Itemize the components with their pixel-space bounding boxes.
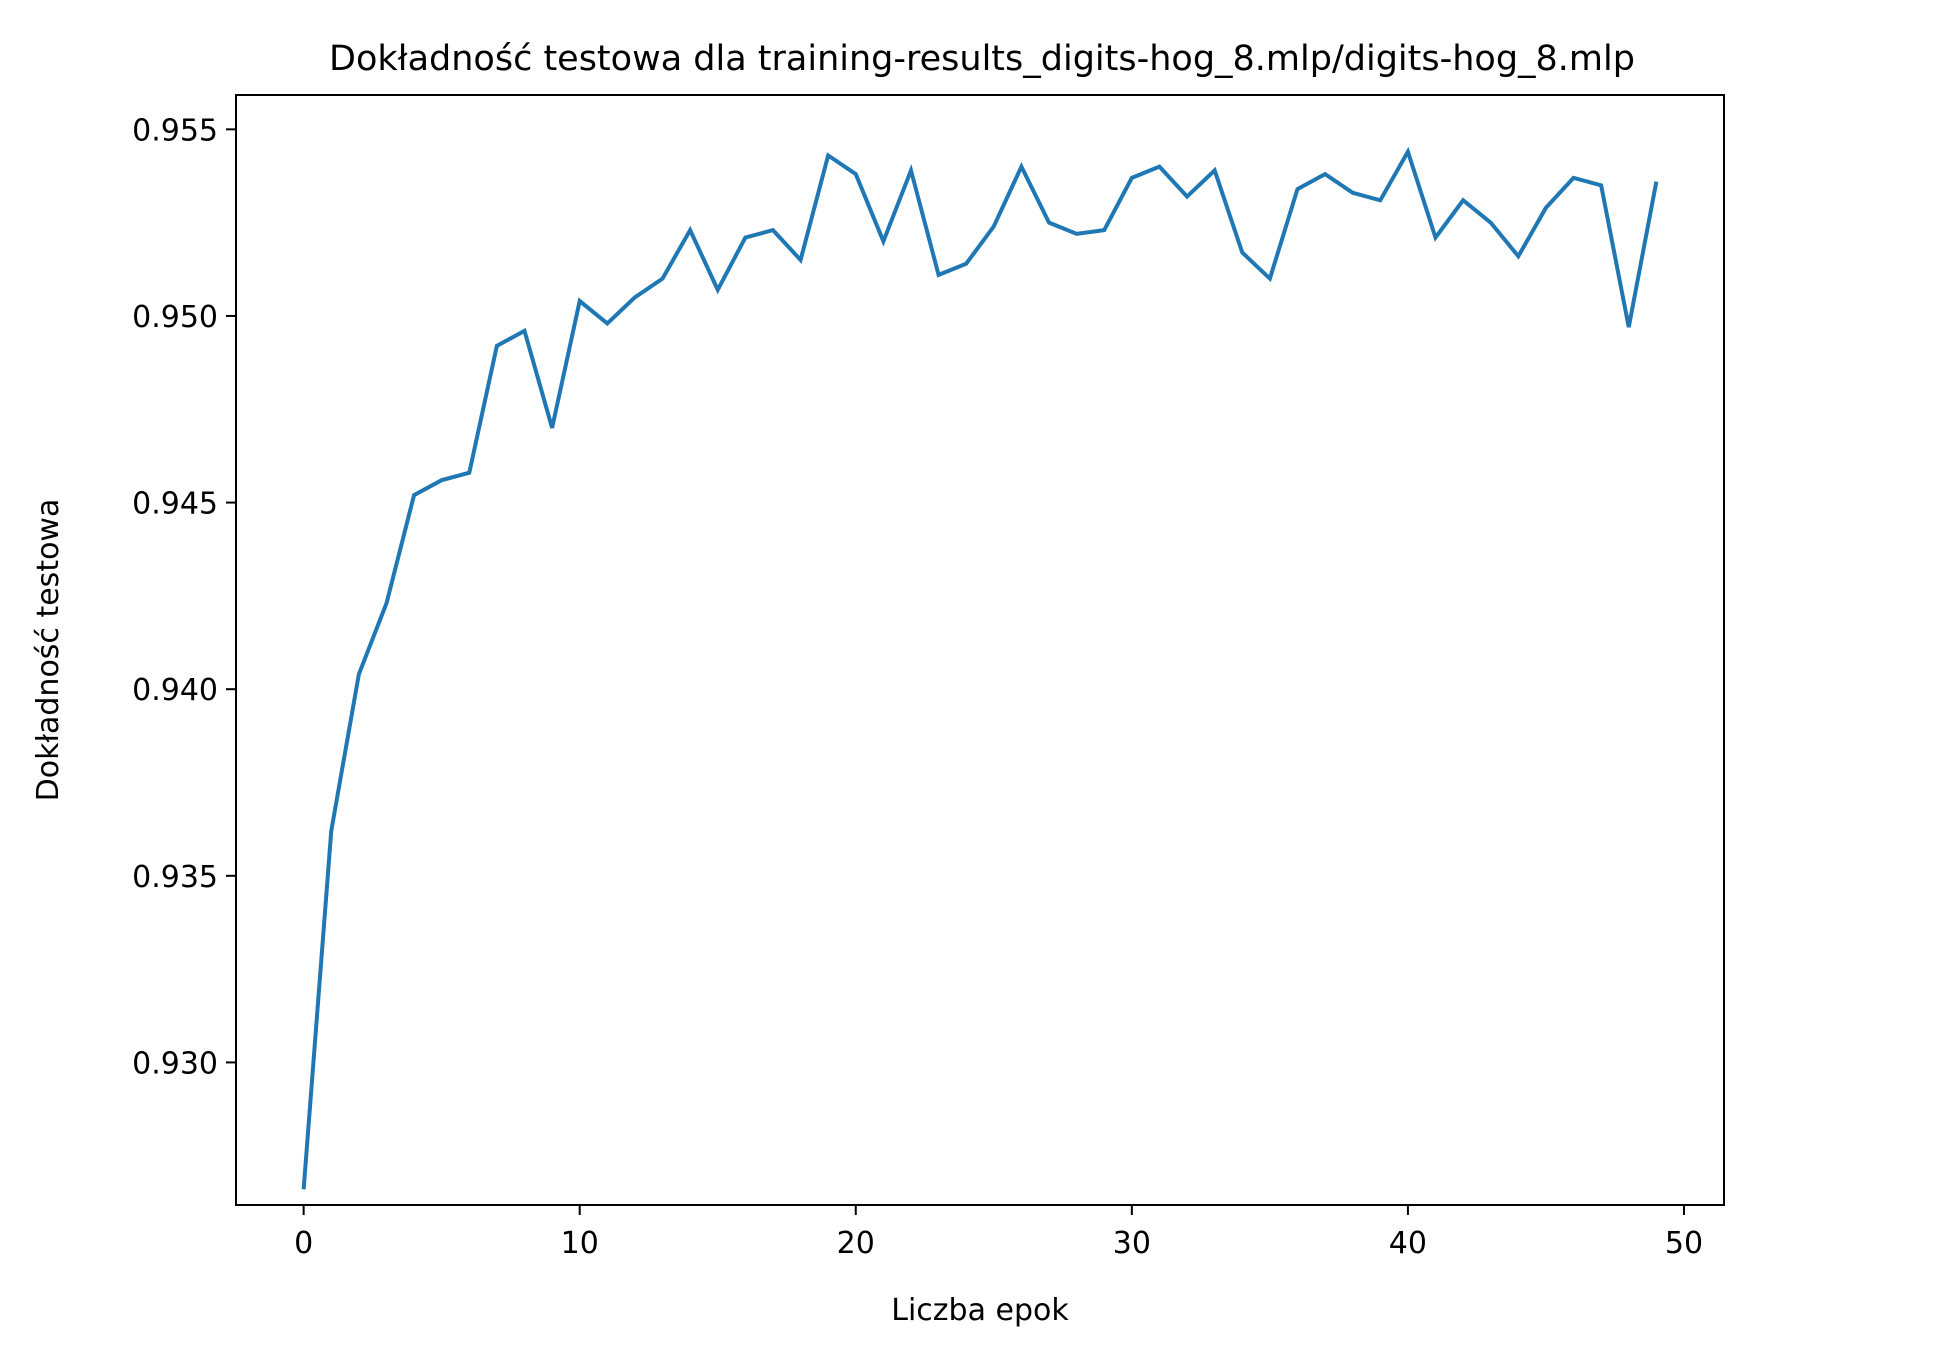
series-line <box>301 146 1659 1190</box>
plot-frame <box>235 94 1725 1206</box>
y-tick-label: 0.950 <box>132 300 218 335</box>
x-tick-label: 40 <box>1389 1226 1427 1261</box>
y-axis-label: Dokładność testowa <box>31 499 66 802</box>
y-tick-label: 0.935 <box>132 860 218 895</box>
x-tick-label: 10 <box>561 1226 599 1261</box>
x-tick-label: 50 <box>1665 1226 1703 1261</box>
x-tick-label: 0 <box>294 1226 313 1261</box>
x-axis-label: Liczba epok <box>891 1293 1069 1328</box>
x-tick-label: 20 <box>837 1226 875 1261</box>
chart-title: Dokładność testowa dla training-results_… <box>329 39 1635 79</box>
y-tick-label: 0.945 <box>132 487 218 522</box>
y-tick-label: 0.930 <box>132 1046 218 1081</box>
y-tick-label: 0.955 <box>132 113 218 148</box>
y-tick-label: 0.940 <box>132 673 218 708</box>
plot-area <box>301 146 1659 1190</box>
x-axis: 0 10 20 30 40 50 <box>294 1205 1703 1261</box>
x-tick-label: 30 <box>1113 1226 1151 1261</box>
y-axis: 0.930 0.935 0.940 0.945 0.950 0.955 <box>132 113 236 1081</box>
